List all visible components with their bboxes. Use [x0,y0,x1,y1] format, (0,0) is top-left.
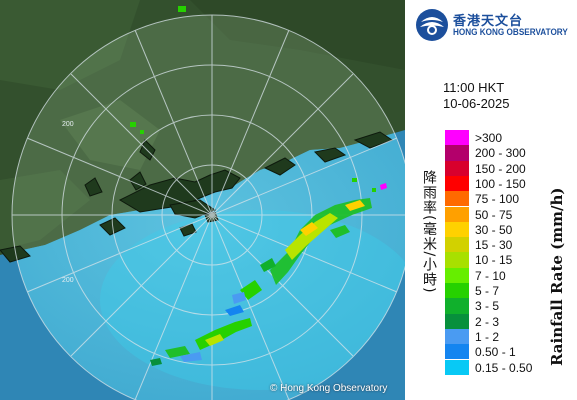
rainband [150,183,387,366]
legend-swatch [445,160,469,176]
hko-logo[interactable]: 香港天文台 HONG KONG OBSERVATORY [415,8,575,42]
legend-label: 30 - 50 [475,222,513,237]
logo-name-en: HONG KONG OBSERVATORY [453,27,568,38]
range-ring-label: 200 [62,121,74,128]
legend-label: 3 - 5 [475,299,500,314]
legend-title-en: Rainfall Rate (mm/h) [548,187,566,366]
legend-label: 1 - 2 [475,329,500,344]
legend-row: 100 - 150 [445,175,577,193]
legend-swatch [445,359,469,375]
legend-swatch [445,221,469,238]
radar-map[interactable]: 200 200 [0,0,405,400]
legend-label: 75 - 100 [475,192,520,207]
info-panel: 香港天文台 HONG KONG OBSERVATORY 11:00 HKT 10… [405,0,577,400]
legend-row: >300 [445,130,577,147]
rain-cells [130,6,376,192]
legend-swatch [445,252,469,268]
legend-swatch [445,130,469,146]
legend-row: 50 - 75 [445,206,577,224]
legend-swatch [445,283,469,299]
legend-row: 7 - 10 [445,267,577,285]
legend-row: 2 - 3 [445,313,577,331]
legend-row: 3 - 5 [445,298,577,315]
legend-label: 50 - 75 [475,207,513,222]
legend-row: 0.50 - 1 [445,344,577,361]
legend-row: 15 - 30 [445,237,577,254]
hko-logo-icon [416,9,448,41]
radar-grid [11,14,405,400]
legend-swatch [445,344,469,360]
legend-label: 15 - 30 [475,238,513,253]
legend-swatch [445,328,469,345]
legend-row: 75 - 100 [445,191,577,208]
legend-row: 150 - 200 [445,160,577,178]
legend-swatch [445,206,469,222]
logo-name-zh: 香港天文台 [453,14,524,29]
timestamp-date: 10-06-2025 [443,96,510,111]
legend-row: 1 - 2 [445,328,577,346]
legend-row: 10 - 15 [445,252,577,269]
legend-label: >300 [475,131,503,145]
legend-label: 5 - 7 [475,284,500,298]
legend-row: 200 - 300 [445,145,577,162]
legend-label: 0.15 - 0.50 [475,360,533,375]
legend-title-zh: 降雨率(毫米/小時) [421,170,437,294]
legend-label: 100 - 150 [475,176,526,191]
legend-swatch [445,191,469,207]
range-ring-label: 200 [62,277,74,284]
timestamp-time: 11:00 HKT [443,80,505,95]
legend-swatch [445,298,469,314]
legend-row: 5 - 7 [445,283,577,300]
legend-swatch [445,175,469,192]
legend-label: 7 - 10 [475,268,506,283]
legend-row: 0.15 - 0.50 [445,359,577,377]
legend-label: 0.50 - 1 [475,345,516,360]
copyright-text: © Hong Kong Observatory [270,383,388,394]
legend-label: 10 - 15 [475,253,513,268]
legend-row: 30 - 50 [445,221,577,239]
legend-swatch [445,313,469,329]
legend-swatch [445,267,469,283]
legend-swatch [445,237,469,253]
legend-label: 200 - 300 [475,146,526,161]
legend-label: 150 - 200 [475,161,526,176]
legend-label: 2 - 3 [475,314,500,329]
legend-swatch [445,145,469,161]
radar-map-canvas: 200 200 [0,6,405,400]
